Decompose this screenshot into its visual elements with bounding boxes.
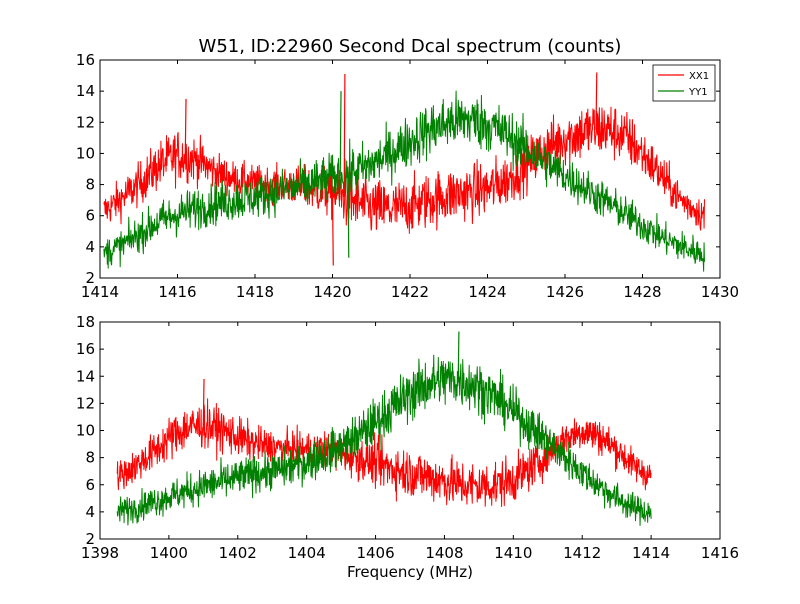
y-tick-label-top-10: 10 — [76, 144, 95, 162]
top-panel-axes: 1414 1416 1418 1420 1422 1424 1426 1428 14302468… — [76, 51, 739, 301]
y-tick-label-top-16: 16 — [76, 51, 95, 69]
series-line-xx1-top — [103, 106, 705, 234]
y-tick-label-bottom-10: 10 — [76, 422, 95, 440]
bottom-panel-axes: 1398 1400 1402 1404 1406 1408 1410 1412 1414 1416… — [76, 313, 739, 562]
x-tick-label-bottom-1404: 1404 — [288, 544, 326, 562]
series-extreme-yy1-top-1 — [339, 91, 342, 176]
chart-title: W51, ID:22960 Second Dcal spectrum (coun… — [199, 36, 622, 57]
y-tick-label-bottom-18: 18 — [76, 313, 95, 331]
x-tick-label-top-1418: 1418 — [236, 283, 274, 301]
x-tick-label-top-1414: 1414 — [81, 283, 119, 301]
x-tick-label-bottom-1400: 1400 — [150, 544, 188, 562]
x-tick-label-bottom-1402: 1402 — [219, 544, 257, 562]
x-tick-label-bottom-1408: 1408 — [425, 544, 463, 562]
bottom-panel: 1398 1400 1402 1404 1406 1408 1410 1412 1414 1416… — [76, 313, 739, 581]
series-extreme-xx1-top-0 — [343, 74, 346, 198]
y-tick-label-bottom-14: 14 — [76, 367, 95, 385]
top-panel: 1414 1416 1418 1420 1422 1424 1426 1428 14302468… — [76, 51, 739, 301]
top-panel-data — [103, 72, 705, 272]
series-line-yy1-bottom — [116, 354, 652, 526]
series-line-yy1-top — [103, 90, 705, 272]
series-extreme-yy1-top-5 — [347, 173, 350, 258]
y-tick-label-top-4: 4 — [85, 238, 95, 256]
series-extreme-xx1-bottom-1 — [202, 378, 205, 426]
y-tick-label-bottom-6: 6 — [85, 476, 95, 494]
series-line-xx1-bottom — [116, 398, 652, 508]
bottom-panel-data — [116, 331, 652, 526]
series-extreme-yy1-bottom-0 — [457, 331, 460, 381]
y-tick-label-top-6: 6 — [85, 207, 95, 225]
x-tick-label-top-1416: 1416 — [158, 283, 196, 301]
series-extreme-xx1-top-4 — [331, 192, 334, 266]
x-tick-label-top-1424: 1424 — [468, 283, 506, 301]
y-tick-label-bottom-2: 2 — [85, 530, 95, 548]
x-tick-label-bottom-1406: 1406 — [356, 544, 394, 562]
x-tick-label-bottom-1416: 1416 — [701, 544, 739, 562]
x-axis-label: Frequency (MHz) — [347, 563, 473, 581]
y-tick-label-top-14: 14 — [76, 82, 95, 100]
y-tick-label-bottom-8: 8 — [85, 449, 95, 467]
y-tick-label-top-8: 8 — [85, 176, 95, 194]
y-tick-label-bottom-4: 4 — [85, 503, 95, 521]
y-tick-label-bottom-12: 12 — [76, 394, 95, 412]
legend-box — [652, 64, 716, 102]
x-tick-label-top-1430: 1430 — [701, 283, 739, 301]
y-tick-label-top-12: 12 — [76, 113, 95, 131]
y-tick-label-bottom-16: 16 — [76, 340, 95, 358]
x-tick-label-bottom-1412: 1412 — [563, 544, 601, 562]
x-tick-label-top-1428: 1428 — [623, 283, 661, 301]
x-tick-label-bottom-1410: 1410 — [494, 544, 532, 562]
x-tick-label-bottom-1414: 1414 — [632, 544, 670, 562]
x-tick-label-top-1426: 1426 — [546, 283, 584, 301]
y-tick-label-top-2: 2 — [85, 269, 95, 287]
x-tick-label-top-1422: 1422 — [391, 283, 429, 301]
series-extreme-xx1-top-2 — [184, 98, 187, 157]
x-tick-label-bottom-1398: 1398 — [81, 544, 119, 562]
legend-label-yy1: YY1 — [688, 87, 708, 98]
series-extreme-xx1-top-3 — [595, 72, 598, 130]
legend-label-xx1: XX1 — [689, 71, 709, 82]
x-tick-label-top-1420: 1420 — [313, 283, 351, 301]
